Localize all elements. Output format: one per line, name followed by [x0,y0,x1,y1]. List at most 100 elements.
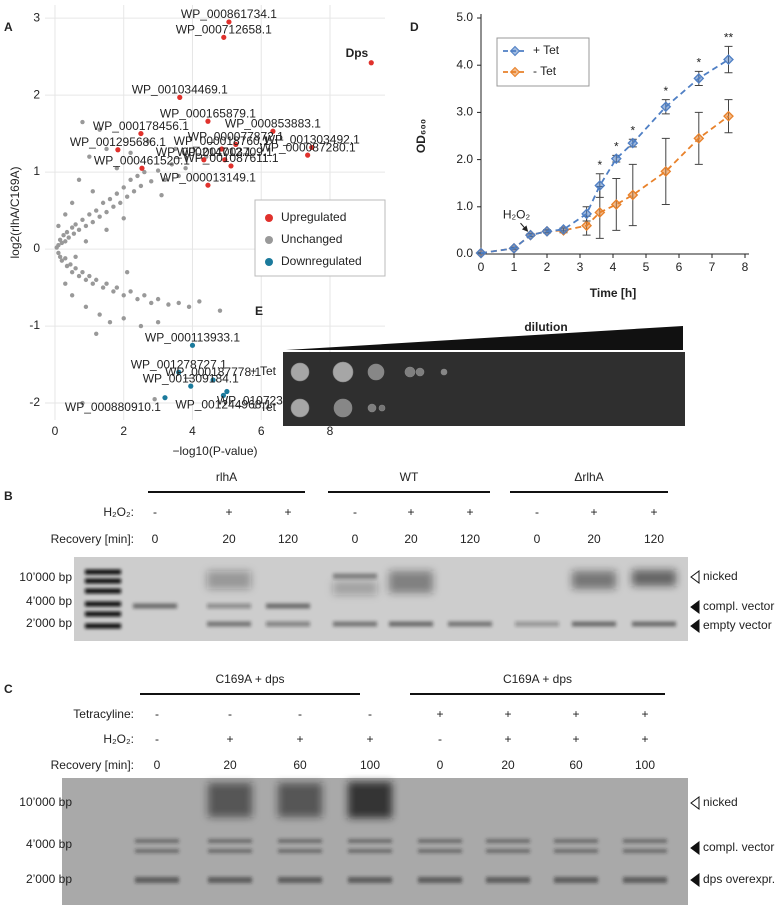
data-marker [541,225,553,237]
data-point [114,285,120,290]
legend-label: + Tet [533,43,560,57]
gel-band [632,621,676,627]
data-point [104,146,109,152]
band-marker [690,796,700,810]
data-line [480,115,730,254]
significance-label: * [663,84,668,98]
y-axis-label: log2(rlhA/C169A) [8,166,22,258]
gel-smear [207,571,251,589]
lane-value: 120 [644,532,664,546]
gel-band [418,839,462,843]
data-point [219,146,225,152]
group-label: C169A + dps [503,672,572,686]
significance-label: * [614,140,619,154]
data-point [138,130,144,137]
gel-band [207,621,251,627]
gel-band [208,839,252,843]
lane-value: 20 [501,758,515,772]
data-point [97,214,102,219]
data-point [309,144,315,151]
data-point [152,397,157,402]
row-label: - Tet [253,400,277,414]
gel-band [266,603,310,609]
data-point [155,168,161,173]
ladder-label: 2’000 bp [26,616,72,630]
gel-band [208,849,252,853]
data-point [224,388,230,395]
band-marker [690,841,700,855]
data-point [90,219,95,225]
group-label: WT [400,470,419,484]
data-point [83,239,89,244]
data-point [121,185,126,190]
y-tick-label: 1 [33,164,40,178]
data-point [186,304,192,310]
gel-band [348,877,392,883]
data-marker [581,208,593,220]
point-label: WP_000861734.1 [181,7,277,21]
data-point [217,308,223,313]
colony-spot [367,403,377,413]
data-point [76,227,82,233]
gel-band [389,621,433,627]
data-point [226,19,232,25]
gel-band [623,849,667,853]
lane-value: - [368,707,372,721]
data-point [87,154,92,159]
data-marker [627,137,639,149]
band-marker [690,570,700,584]
lane-value: - [155,732,159,746]
lane-value: 100 [360,758,380,772]
point-label: WP_000853883.1 [225,116,321,130]
point-label: Dps [346,46,369,60]
data-point [135,296,140,302]
data-marker [558,224,569,235]
group-label: rlhA [216,470,237,484]
data-point [94,208,99,213]
data-point [121,216,126,221]
band-label: nicked [703,569,738,583]
point-label: WP_001034469.1 [132,83,228,97]
data-point [176,173,181,179]
lane-value: + [296,732,303,746]
legend-label: - Tet [533,64,557,78]
lane-value: 120 [278,532,298,546]
gel-band [554,839,598,843]
data-point [115,147,121,153]
y-tick-label: 2.0 [456,152,473,166]
data-point [162,177,168,182]
gel-band [486,849,530,853]
y-tick-label: 4.0 [456,57,473,71]
gel-band [554,849,598,853]
point-label: WP_001295686.1 [70,135,166,149]
data-point [73,266,78,271]
panel-label: B [4,489,13,503]
data-point [145,139,150,144]
lane-value: + [572,707,579,721]
x-tick-label: 3 [577,260,584,274]
data-point [80,269,85,275]
lane-value: + [466,505,473,519]
lane-value: + [225,505,232,519]
lane-value: 20 [587,532,601,546]
data-point [94,277,99,283]
gel-band [278,849,322,853]
lane-value: 20 [404,532,418,546]
data-point [131,189,137,194]
lane-value: + [641,707,648,721]
band-label: dps overexpr. [703,872,775,886]
data-point [80,400,85,406]
data-point [104,227,109,233]
gel-smear [278,783,322,817]
gel-image [74,557,688,641]
data-point [66,235,71,240]
data-point [139,165,145,171]
gel-band [448,621,492,627]
data-point [142,293,147,298]
annotation-arrow [520,222,529,232]
x-tick-label: 2 [120,424,127,438]
y-tick-label: 3 [33,10,40,24]
legend-label: Unchanged [281,232,342,246]
data-point [63,239,68,244]
panel-label: D [410,20,419,34]
